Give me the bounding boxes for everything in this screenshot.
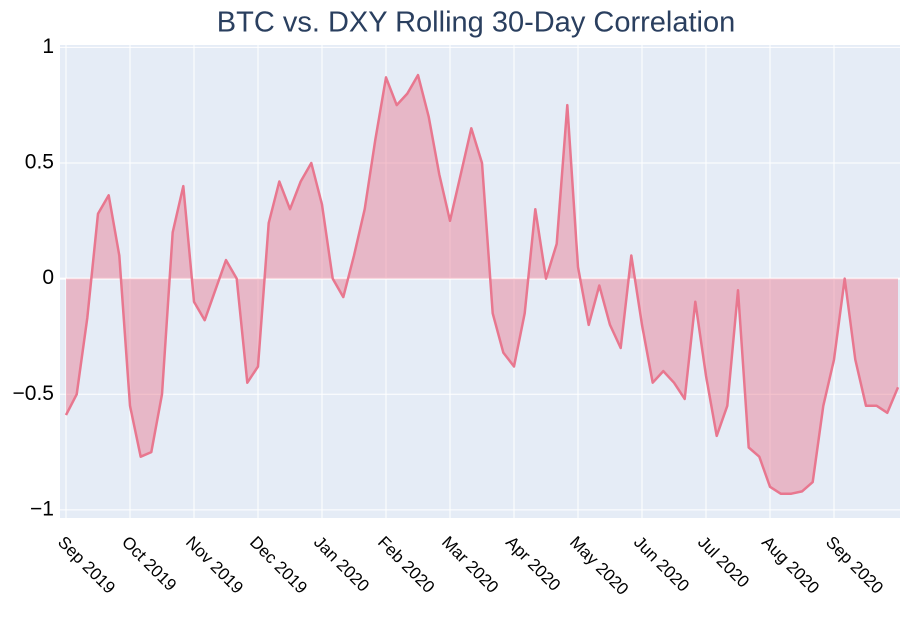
x-tick-label: Feb 2020: [374, 533, 438, 597]
y-tick-label: −0.5: [13, 382, 54, 405]
x-tick-label: Oct 2019: [118, 533, 180, 595]
x-tick-label: Sep 2019: [54, 533, 119, 598]
x-tick-label: Jun 2020: [630, 533, 693, 596]
x-tick-label: Nov 2019: [182, 533, 247, 598]
x-tick-label: Dec 2019: [246, 533, 311, 598]
y-tick-label: −1: [30, 497, 54, 520]
x-tick-label: May 2020: [566, 533, 632, 599]
y-tick-label: 0.5: [25, 151, 54, 174]
x-tick-label: Sep 2020: [822, 533, 887, 598]
y-tick-label: 1: [42, 35, 54, 58]
chart-title: BTC vs. DXY Rolling 30-Day Correlation: [217, 7, 735, 39]
plot-background: [60, 45, 900, 518]
x-tick-label: Mar 2020: [438, 533, 502, 597]
line: [64, 73, 900, 495]
x-tick-label: Jan 2020: [310, 533, 373, 596]
y-tick-label: 0: [42, 266, 54, 289]
x-tick-label: Apr 2020: [502, 533, 564, 595]
x-tick-label: Jul 2020: [694, 533, 753, 592]
x-tick-label: Aug 2020: [758, 533, 823, 598]
